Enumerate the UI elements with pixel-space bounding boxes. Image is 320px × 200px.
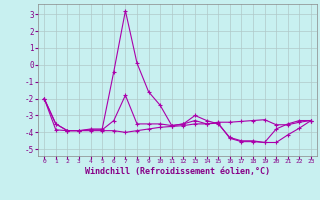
- X-axis label: Windchill (Refroidissement éolien,°C): Windchill (Refroidissement éolien,°C): [85, 167, 270, 176]
